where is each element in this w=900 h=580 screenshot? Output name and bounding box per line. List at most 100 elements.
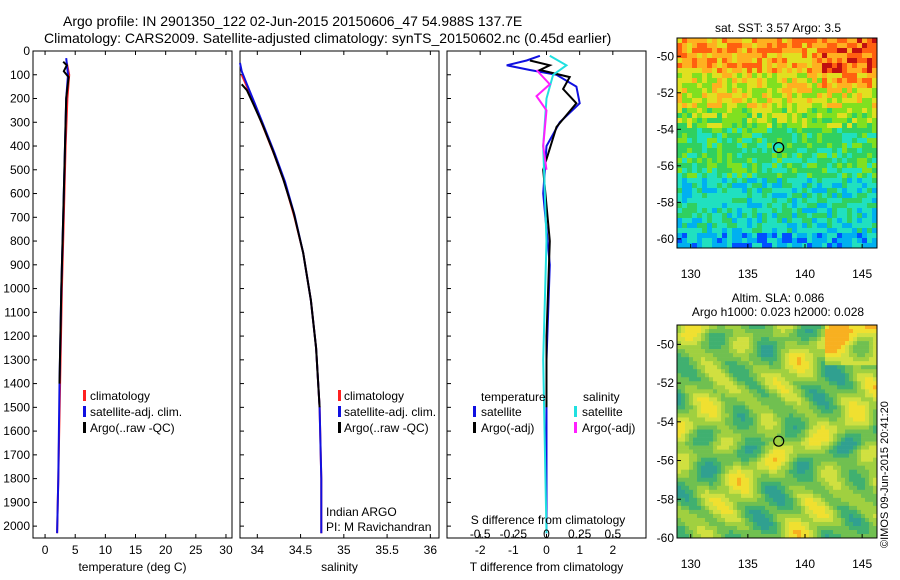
sla-map-cell [697, 377, 702, 382]
sla-map-cell [761, 405, 766, 410]
sst-map-cell [862, 183, 868, 189]
sla-map-cell [861, 389, 866, 394]
sla-map-cell [825, 381, 830, 386]
sla-map-cell [689, 397, 694, 402]
sla-map-cell [745, 433, 750, 438]
sst-map-cell [717, 133, 723, 139]
sla-map-cell [697, 425, 702, 430]
sla-map-cell [805, 325, 810, 330]
sla-map-cell [737, 409, 742, 414]
sla-map-cell [685, 457, 690, 462]
sla-map-cell [745, 421, 750, 426]
sla-map-cell [721, 397, 726, 402]
sst-map-cell [832, 143, 838, 149]
sst-map-cell [837, 193, 843, 199]
sst-map-cell [847, 73, 853, 79]
sla-map-cell [733, 381, 738, 386]
sla-map-cell [769, 437, 774, 442]
sst-map-cell [792, 148, 798, 154]
sla-map-cell [713, 461, 718, 466]
sla-map-cell [745, 361, 750, 366]
sla-map-cell [841, 333, 846, 338]
sla-map-cell [697, 453, 702, 458]
sla-map-cell [861, 497, 866, 503]
sla-map-cell [761, 409, 766, 414]
sla-map-cell [805, 521, 810, 527]
sst-map-cell [837, 58, 843, 64]
sla-map-cell [849, 333, 854, 338]
sst-map-cell [842, 138, 848, 144]
sst-map-cell [787, 123, 793, 129]
sla-map-cell [805, 353, 810, 358]
sst-map-cell [712, 128, 718, 134]
sst-map-cell [852, 193, 858, 199]
sla-map-cell [729, 409, 734, 414]
sla-map-cell [737, 425, 742, 430]
sst-map-cell [762, 203, 768, 209]
sla-map-cell [785, 341, 790, 346]
sla-map-cell [841, 469, 846, 475]
sla-map-cell [785, 513, 790, 519]
sst-map-cell [857, 53, 863, 59]
sla-map-cell [733, 349, 738, 354]
sst-map-cell [827, 93, 833, 99]
sla-map-cell [761, 521, 766, 527]
sla-map-cell [833, 457, 838, 462]
sst-map-cell [772, 153, 778, 159]
sla-map-cell [765, 509, 770, 515]
sla-map-cell [801, 389, 806, 394]
sla-map-cell [813, 517, 818, 523]
sst-map-cell [737, 178, 743, 184]
sla-map-cell [761, 325, 766, 330]
sla-map-cell [737, 477, 742, 483]
sla-map-cell [809, 521, 814, 527]
sla-map-cell [677, 337, 682, 342]
sla-map-cell [765, 405, 770, 410]
sla-map-cell [717, 373, 722, 378]
sla-map-cell [857, 349, 862, 354]
sla-map-cell [741, 361, 746, 366]
sla-map-cell [853, 421, 858, 426]
sla-map-cell [773, 349, 778, 354]
sla-map-cell [805, 425, 810, 430]
sla-map-cell [869, 493, 874, 499]
sla-map-cell [825, 521, 830, 527]
sst-map-cell [802, 168, 808, 174]
sst-map-cell [757, 243, 763, 249]
salinity-xtick-label: 36 [424, 543, 438, 557]
sst-map-cell [707, 223, 713, 229]
sla-map-cell [753, 325, 758, 330]
sst-map-cell [807, 183, 813, 189]
sla-map-cell [873, 497, 878, 503]
sla-map-cell [809, 389, 814, 394]
sst-map-cell [847, 223, 853, 229]
sst-map-cell [842, 178, 848, 184]
sla-map-cell [749, 489, 754, 495]
sst-map-cell [722, 48, 728, 54]
sla-map-cell [721, 401, 726, 406]
sla-map-cell [801, 473, 806, 479]
sla-map-cell [733, 465, 738, 471]
sst-map-cell [817, 133, 823, 139]
sla-map-cell [717, 517, 722, 523]
sla-map-cell [833, 429, 838, 434]
sst-map-cell [797, 118, 803, 124]
sla-map-cell [689, 385, 694, 390]
sla-map-cell [837, 530, 842, 535]
sst-map-cell [697, 183, 703, 189]
sst-map-cell [862, 238, 868, 244]
sst-map-cell [812, 148, 818, 154]
sst-map-cell [857, 158, 863, 164]
sla-map-cell [793, 465, 798, 471]
sla-map-cell [845, 433, 850, 438]
sla-map-cell [721, 526, 726, 531]
sla-map-cell [793, 369, 798, 374]
sst-map-cell [747, 53, 753, 59]
sst-map-cell [722, 193, 728, 199]
sst-map-cell [872, 148, 878, 154]
sla-map-cell [765, 534, 770, 539]
sla-map-cell [765, 457, 770, 462]
sst-map-cell [697, 228, 703, 234]
sla-map-cell [765, 409, 770, 414]
sst-map-cell [827, 63, 833, 69]
